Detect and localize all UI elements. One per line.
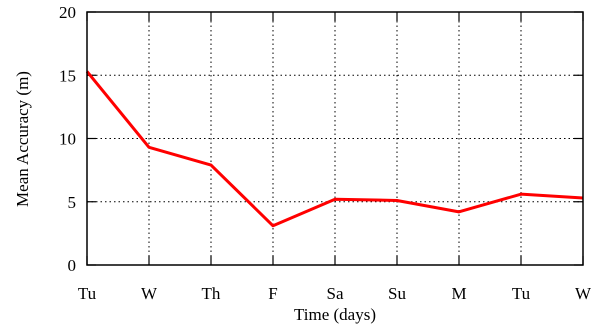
y-tick-label: 10 bbox=[59, 130, 76, 149]
x-tick-labels: Tu W Th F Sa Su M Tu W bbox=[78, 284, 592, 303]
series-layer bbox=[85, 70, 584, 228]
x-tick-label: M bbox=[451, 284, 466, 303]
x-tick-label: W bbox=[575, 284, 592, 303]
x-tick-label: Sa bbox=[327, 284, 344, 303]
y-tick-label: 5 bbox=[68, 193, 77, 212]
x-tick-label: Th bbox=[202, 284, 221, 303]
x-axis-label: Time (days) bbox=[294, 305, 376, 324]
y-tick-label: 20 bbox=[59, 3, 76, 22]
grid-lines bbox=[87, 12, 583, 265]
x-tick-label: F bbox=[268, 284, 277, 303]
series-line bbox=[85, 70, 584, 228]
y-axis-label: Mean Accuracy (m) bbox=[13, 71, 32, 207]
x-tick-label: Tu bbox=[512, 284, 531, 303]
x-tick-label: Su bbox=[388, 284, 406, 303]
plot-frame bbox=[86, 11, 584, 266]
y-tick-labels: 0 5 10 15 20 bbox=[59, 3, 76, 275]
y-tick-label: 15 bbox=[59, 66, 76, 85]
y-tick-label: 0 bbox=[68, 256, 77, 275]
x-tick-label: W bbox=[141, 284, 158, 303]
x-tick-label: Tu bbox=[78, 284, 97, 303]
